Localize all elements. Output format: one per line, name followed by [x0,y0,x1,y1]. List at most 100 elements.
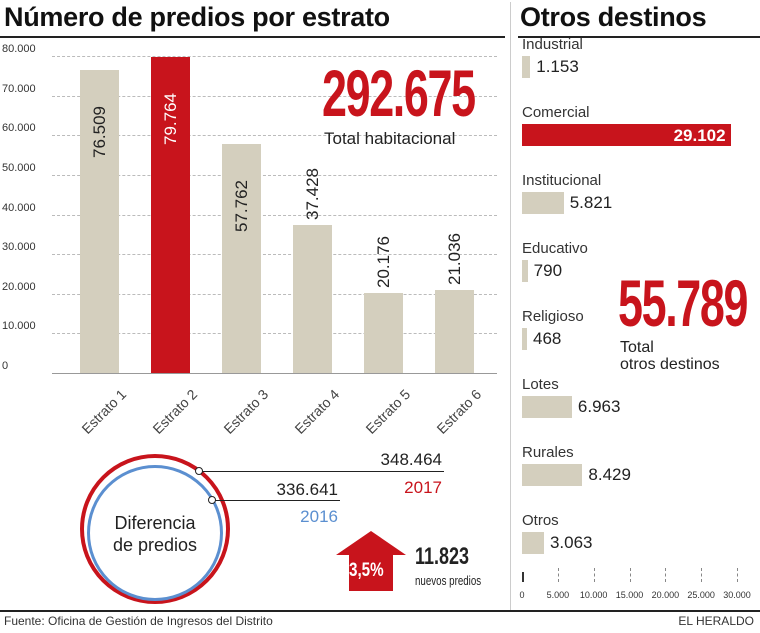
y-tick-label: 50.000 [2,161,36,174]
x-tick-label: Estrato 5 [362,386,414,437]
x-gridline [629,568,631,582]
footer-rule [0,610,760,612]
x-tick-label: 25.000 [687,590,715,600]
bar-otros [522,532,544,554]
bar-value-label: 1.153 [536,57,579,76]
category-label: Industrial [522,36,583,53]
x-tick-label: 15.000 [615,590,644,600]
bar-religioso [522,328,527,350]
x-tick-label: Estrato 1 [78,386,130,437]
bar-value-label: 29.102 [673,126,726,145]
x-tick-label: 10.000 [579,590,608,600]
category-label: Otros [522,512,559,529]
gridline [52,214,497,216]
x-tick-label: 5.000 [546,590,570,600]
bar-estrato-6 [435,289,474,373]
value-2017: 348.464 [380,450,442,469]
bar-value-label: 6.963 [577,397,621,416]
arrow-up-icon [336,531,406,591]
y-tick-label: 0 [2,360,9,372]
source-text: Fuente: Oficina de Gestión de Ingresos d… [4,614,273,628]
x-gridline [522,572,524,582]
total-otros-line2: otros destinos [620,356,720,373]
x-gridline [557,568,559,582]
y-tick-label: 20.000 [2,280,36,293]
circle-2016 [87,465,223,601]
bar-value-label: 21.036 [445,232,464,285]
category-label: Religioso [522,308,584,325]
category-label: Educativo [522,240,588,257]
total-habitacional-label: Total habitacional [324,129,456,148]
bar-value-label: 79.764 [161,92,180,145]
title-rule [0,36,505,38]
bar-industrial [522,56,531,78]
x-gridline [737,568,738,582]
y-tick-label: 60.000 [2,122,36,135]
gridline [52,254,497,256]
bar-value-label: 37.428 [303,167,322,220]
total-otros-value: 55.789 [618,266,748,340]
line-2017 [199,471,444,472]
category-label: Comercial [522,104,590,121]
x-tick-label: 20.000 [651,590,680,600]
bar-comercial [522,124,731,146]
bar-educativo [522,260,528,282]
gridline [52,293,497,295]
x-gridline [701,568,703,582]
bar-estrato-1 [80,69,119,373]
bar-value-label: 57.762 [232,180,251,233]
bar-value-label: 76.509 [90,105,109,158]
category-label: Rurales [522,444,574,461]
gridline [52,56,497,57]
bar-estrato-3 [222,144,261,373]
bar-rurales [522,464,583,486]
x-tick-label: Estrato 6 [433,386,485,437]
bar-value-label: 20.176 [374,236,393,289]
circle-2017 [80,454,230,604]
y-tick-label: 70.000 [2,82,36,95]
circle-label-line2: de predios [112,535,198,555]
y-tick-label: 80.000 [2,43,36,55]
category-label: Lotes [522,376,559,393]
new-count: 11.823 [415,543,470,570]
gridline [52,333,497,335]
bar-value-label: 8.429 [588,465,631,484]
circle-label-line1: Diferencia [114,513,196,533]
bar-value-label: 790 [533,261,563,280]
category-label: Institucional [522,172,602,189]
year-2017: 2017 [404,478,442,497]
x-tick-label: Estrato 2 [149,386,201,437]
total-otros-line1: Total [620,339,654,356]
bar-value-label: 3.063 [549,533,593,552]
dot-2016 [208,496,216,504]
total-otros-label: Total otros destinos [620,339,720,373]
bar-estrato-2 [151,56,190,373]
bar-estrato-4 [293,224,332,373]
bar-lotes [522,396,572,418]
x-tick-label: 30.000 [723,590,751,600]
bar-institucional [522,192,564,214]
value-2016: 336.641 [276,480,338,499]
gridline [52,135,497,137]
percent-change: 3,5% [349,560,384,581]
dot-2017 [195,467,203,475]
year-2016: 2016 [300,507,338,526]
y-tick-label: 10.000 [2,320,36,333]
x-gridline [665,568,667,582]
x-tick-label: 0 [519,590,525,600]
x-tick-label: Estrato 3 [220,386,272,437]
divider [510,2,511,610]
gridline [52,174,497,176]
new-label: nuevos predios [415,573,482,588]
bar-value-label: 5.821 [569,193,613,212]
x-tick-label: Estrato 4 [291,386,343,437]
x-axis [52,373,497,374]
right-chart-title: Otros destinos [520,2,707,32]
y-tick-label: 30.000 [2,241,36,254]
y-tick-label: 40.000 [2,201,36,214]
line-2016 [212,500,340,501]
bar-estrato-5 [364,293,403,373]
bar-value-label: 468 [533,329,562,348]
left-chart-title: Número de predios por estrato [4,2,390,32]
title-rule-right [518,36,760,38]
